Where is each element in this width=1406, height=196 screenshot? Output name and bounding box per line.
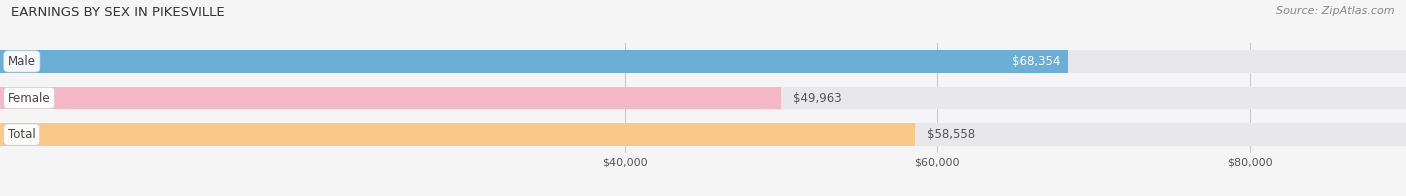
Text: $58,558: $58,558 [928, 128, 976, 141]
Bar [0, 87, 780, 109]
Bar [0, 123, 915, 146]
Bar [0, 123, 1406, 146]
Text: $49,963: $49,963 [793, 92, 842, 104]
Text: Total: Total [8, 128, 35, 141]
Text: $68,354: $68,354 [1012, 55, 1060, 68]
Bar [0, 87, 1406, 109]
Bar [0, 50, 1406, 73]
Text: Source: ZipAtlas.com: Source: ZipAtlas.com [1277, 6, 1395, 16]
Text: Male: Male [8, 55, 35, 68]
Bar [0, 50, 1067, 73]
Text: EARNINGS BY SEX IN PIKESVILLE: EARNINGS BY SEX IN PIKESVILLE [11, 6, 225, 19]
Text: Female: Female [8, 92, 51, 104]
